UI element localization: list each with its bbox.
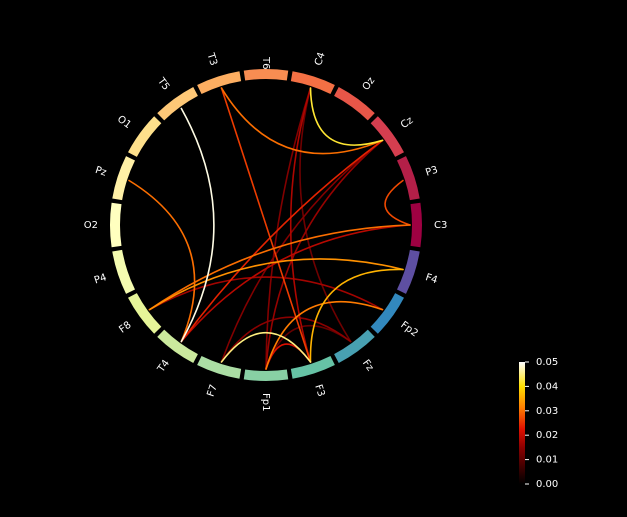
node-arc-fz bbox=[334, 329, 375, 363]
connection-fp2-fp1 bbox=[265, 300, 384, 370]
node-arc-p3 bbox=[396, 156, 420, 201]
node-label-fp2: Fp2 bbox=[398, 320, 419, 340]
node-label-p4: P4 bbox=[93, 272, 108, 286]
colorbar-tick-label: 0.01 bbox=[536, 455, 558, 466]
node-label-fp1: Fp1 bbox=[260, 393, 271, 411]
node-arc-t5 bbox=[157, 87, 198, 121]
connection-fp2-f8 bbox=[148, 276, 384, 311]
node-arc-pz bbox=[112, 156, 136, 201]
connection-f4-f3 bbox=[309, 268, 404, 363]
node-label-t5: T5 bbox=[154, 75, 171, 92]
node-arc-t6 bbox=[243, 69, 289, 81]
connection-f3-f7 bbox=[220, 331, 312, 363]
node-arc-f3 bbox=[290, 355, 335, 379]
node-label-pz: Pz bbox=[94, 165, 108, 179]
node-arc-p4 bbox=[112, 249, 136, 294]
node-label-f8: F8 bbox=[117, 320, 133, 336]
colorbar-tick-label: 0.02 bbox=[536, 430, 558, 441]
node-arc-oz bbox=[334, 87, 375, 121]
node-label-oz: Oz bbox=[361, 76, 378, 93]
connection-c3-t4 bbox=[180, 224, 411, 343]
node-arc-t3 bbox=[197, 71, 242, 95]
colorbar-tick-label: 0.00 bbox=[536, 479, 558, 490]
node-label-f3: F3 bbox=[312, 383, 326, 398]
node-label-t6: T6 bbox=[260, 56, 271, 69]
node-arc-f8 bbox=[128, 293, 162, 334]
colorbar-tick-label: 0.04 bbox=[536, 381, 558, 392]
connection-c4-f3 bbox=[289, 87, 312, 363]
nodes-layer bbox=[109, 69, 423, 381]
connection-c4-fz bbox=[299, 87, 352, 343]
colorbar-tick-label: 0.05 bbox=[536, 357, 558, 368]
node-arc-fp2 bbox=[370, 293, 404, 334]
connection-t3-cz bbox=[220, 87, 384, 155]
node-label-t4: T4 bbox=[155, 358, 172, 375]
connection-c3-p3 bbox=[384, 179, 411, 226]
node-label-t3: T3 bbox=[204, 51, 219, 67]
node-label-p3: P3 bbox=[424, 164, 439, 178]
node-label-f7: F7 bbox=[206, 383, 220, 398]
connection-c4-cz bbox=[309, 87, 384, 146]
node-arc-f7 bbox=[197, 355, 242, 379]
node-label-c4: C4 bbox=[313, 51, 328, 67]
connection-fz-f7 bbox=[220, 316, 352, 363]
connection-pz-t4 bbox=[128, 179, 196, 343]
node-label-f4: F4 bbox=[424, 272, 439, 286]
connection-t5-t4 bbox=[180, 107, 215, 343]
node-arc-c3 bbox=[410, 202, 423, 248]
node-arc-o1 bbox=[128, 116, 162, 157]
node-arc-t4 bbox=[157, 329, 198, 363]
node-label-fz: Fz bbox=[360, 358, 375, 373]
connection-c3-f8 bbox=[148, 224, 411, 311]
node-label-o2: O2 bbox=[84, 220, 98, 231]
colorbar-tick-label: 0.03 bbox=[536, 406, 558, 417]
connection-t3-f3 bbox=[220, 87, 312, 363]
connections-layer bbox=[128, 87, 411, 370]
node-label-o1: O1 bbox=[115, 114, 133, 131]
connection-f3-fp1 bbox=[265, 343, 312, 370]
node-arc-o2 bbox=[109, 202, 122, 248]
colorbar-gradient bbox=[519, 362, 525, 484]
node-arc-fp1 bbox=[243, 369, 289, 381]
node-arc-f4 bbox=[396, 249, 420, 294]
colorbar: 0.00 0.01 0.02 0.03 0.04 0.05 bbox=[519, 357, 558, 490]
connection-cz-f7 bbox=[220, 139, 384, 363]
connection-cz-fp1 bbox=[265, 139, 384, 370]
connection-cz-t4 bbox=[180, 139, 384, 343]
node-arc-cz bbox=[370, 116, 404, 157]
colorbar-ticks: 0.00 0.01 0.02 0.03 0.04 0.05 bbox=[525, 357, 558, 490]
node-arc-c4 bbox=[290, 71, 335, 95]
node-label-cz: Cz bbox=[399, 115, 415, 131]
connection-f4-f8 bbox=[148, 258, 404, 311]
node-label-c3: C3 bbox=[434, 220, 447, 231]
